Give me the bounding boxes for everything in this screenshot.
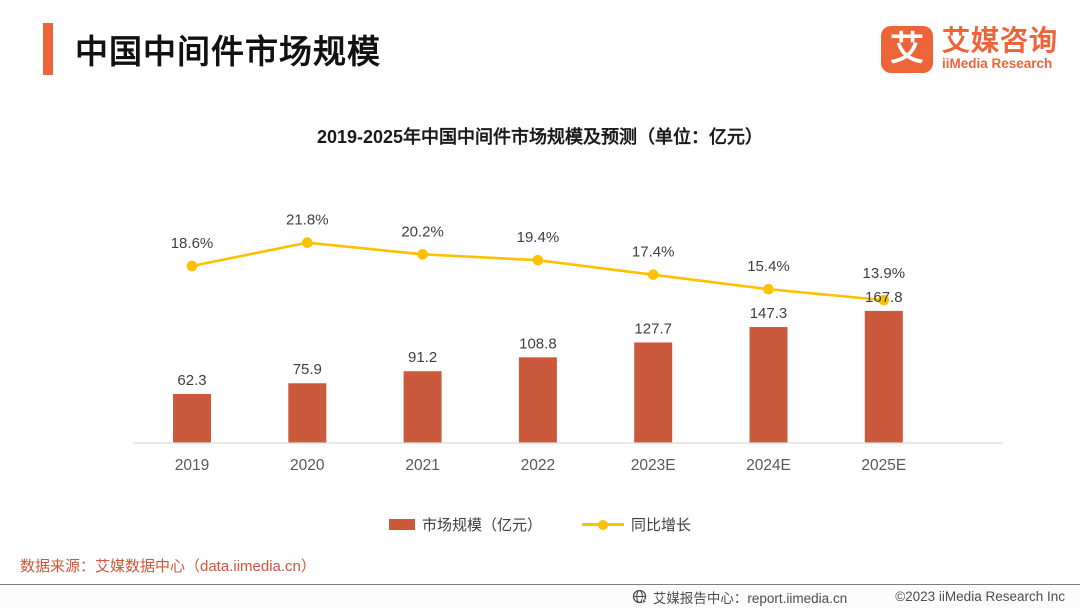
logo-text: 艾媒咨询 iiMedia Research	[942, 26, 1058, 72]
x-tick-2023E: 2023E	[631, 457, 676, 474]
bar-value-label: 75.9	[293, 361, 322, 378]
legend-item-market-size: 市场规模（亿元）	[388, 514, 542, 535]
bar-2021	[403, 371, 442, 443]
bar-series-swatch-icon	[388, 519, 415, 530]
chart-title: 2019-2025年中国中间件市场规模及预测（单位：亿元）	[316, 127, 764, 147]
line-series-marker-icon	[582, 519, 624, 530]
bar-2022	[518, 357, 557, 443]
line-value-label: 15.4%	[747, 258, 790, 275]
line-value-label: 13.9%	[863, 265, 906, 282]
bar-2023E	[634, 342, 673, 443]
footer-copyright: ©2023 iiMedia Research Inc	[895, 589, 1065, 604]
globe-icon	[632, 589, 648, 605]
line-point-2019	[186, 260, 198, 272]
footer-report-center: 艾媒报告中心：report.iimedia.cn	[632, 587, 847, 607]
line-point-2021	[417, 249, 428, 260]
bar-value-label: 108.8	[519, 335, 557, 352]
page-title: 中国中间件市场规模	[75, 33, 381, 70]
bar-2020	[288, 383, 327, 443]
line-point-2024E	[763, 283, 774, 295]
x-tick-2025E: 2025E	[861, 457, 906, 474]
footer-report-center-text: 艾媒报告中心：report.iimedia.cn	[652, 590, 848, 606]
bar-value-label: 147.3	[750, 305, 788, 322]
x-tick-2019: 2019	[175, 457, 209, 474]
header: 中国中间件市场规模 艾 艾媒咨询 iiMedia Research	[0, 0, 1080, 100]
line-value-label: 19.4%	[517, 229, 560, 246]
bar-value-label: 91.2	[408, 349, 437, 366]
x-tick-2021: 2021	[405, 457, 439, 474]
data-source-note: 数据来源：艾媒数据中心（data.iimedia.cn）	[20, 558, 316, 575]
chart-legend: 市场规模（亿元） 同比增长	[0, 514, 1080, 535]
title-accent-bar	[43, 23, 53, 75]
line-value-label: 17.4%	[632, 244, 675, 261]
bar-2024E	[749, 327, 788, 443]
bar-value-label: 62.3	[177, 372, 206, 389]
x-tick-2022: 2022	[521, 457, 555, 474]
line-series-dot-icon	[598, 519, 608, 530]
line-value-label: 20.2%	[401, 223, 444, 240]
line-point-2025E	[878, 294, 890, 306]
line-point-2023E	[647, 269, 659, 280]
logo-name-en: iiMedia Research	[941, 56, 1053, 71]
x-tick-2024E: 2024E	[746, 457, 791, 474]
line-point-2020	[302, 237, 313, 248]
iimedia-logo: 艾 艾媒咨询 iiMedia Research	[880, 26, 1058, 73]
bar-value-label: 167.8	[865, 289, 903, 306]
logo-name-cn: 艾媒咨询	[941, 25, 1058, 56]
market-size-chart: 2019 2020 2021 2022 2023E 2024E 2025E 62.3 75.9 9…	[133, 212, 1003, 474]
footer-bar: 艾媒报告中心：report.iimedia.cn ©2023 iiMedia R…	[0, 584, 1080, 608]
bar-2019	[173, 393, 211, 443]
line-value-label: 18.6%	[171, 235, 214, 252]
iimedia-logo-icon: 艾	[880, 26, 933, 73]
line-point-2022	[532, 254, 544, 266]
legend-item-yoy-growth: 同比增长	[582, 514, 691, 535]
line-value-label: 21.8%	[286, 212, 329, 229]
bar-2025E	[864, 310, 903, 443]
legend-label-market-size: 市场规模（亿元）	[421, 517, 542, 534]
legend-label-yoy-growth: 同比增长	[631, 517, 692, 534]
bar-value-label: 127.7	[634, 320, 672, 337]
x-tick-2020: 2020	[290, 457, 325, 474]
